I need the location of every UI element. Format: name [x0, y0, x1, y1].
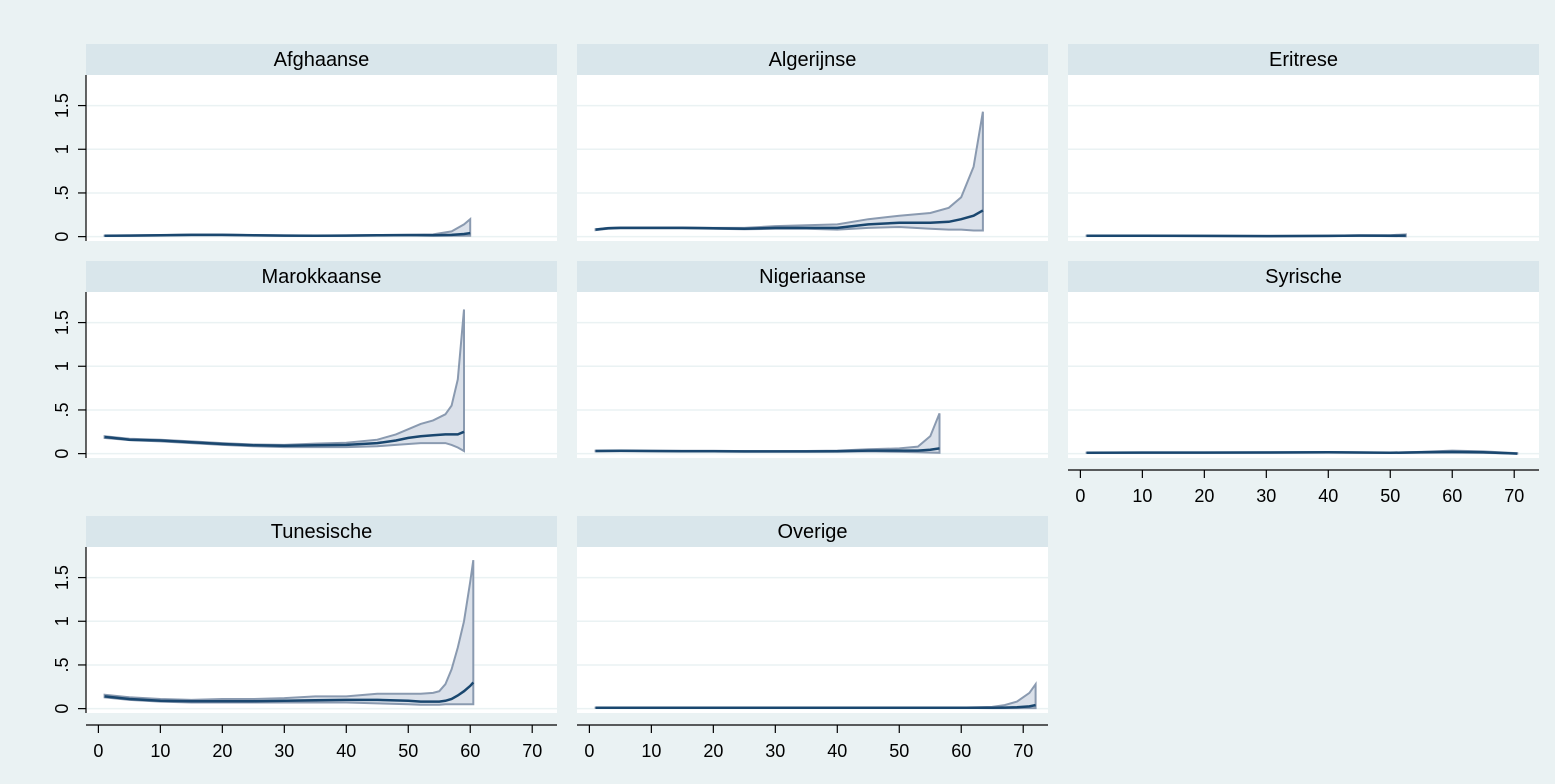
x-tick-label: 10: [1132, 486, 1152, 506]
x-tick-label: 30: [765, 741, 785, 761]
panel-header: [1068, 44, 1539, 75]
y-tick-label: 0: [52, 232, 72, 242]
panel-title: Algerijnse: [769, 49, 857, 71]
y-tick-label: 1: [52, 616, 72, 626]
panel-syrische: Syrische 0 10 20 30 40 50 60 70: [1068, 261, 1539, 506]
estimate-line: [595, 703, 1036, 710]
y-tick-label: 0: [52, 449, 72, 459]
estimate-line: [1086, 234, 1406, 238]
panel-eritrese: Eritrese: [1068, 44, 1539, 241]
x-tick-label: 60: [951, 741, 971, 761]
panel-header: [577, 516, 1048, 547]
y-tick-label: 1.5: [52, 310, 72, 335]
panel-title: Tunesische: [271, 521, 373, 543]
x-tick-label: 60: [460, 741, 480, 761]
x-tick-label: 0: [1075, 486, 1085, 506]
x-tick-label: 60: [1442, 486, 1462, 506]
plot-area: [577, 292, 1048, 458]
panel-afghaanse: Afghaanse 0 .5 1 1.5: [52, 44, 557, 242]
plot-area: [1068, 75, 1539, 241]
x-tick-label: 70: [1504, 486, 1524, 506]
panel-title: Afghaanse: [274, 49, 370, 71]
plot-area: [86, 292, 557, 458]
x-tick-label: 40: [1318, 486, 1338, 506]
y-tick-label: .5: [52, 657, 72, 672]
x-tick-label: 0: [584, 741, 594, 761]
panel-title: Nigeriaanse: [759, 266, 866, 288]
panel-header: [577, 261, 1048, 292]
x-tick-label: 50: [398, 741, 418, 761]
x-tick-label: 20: [703, 741, 723, 761]
panel-algerijnse: Algerijnse: [577, 44, 1048, 241]
panel-header: [1068, 261, 1539, 292]
estimate-line: [104, 430, 465, 448]
x-tick-label: 70: [1013, 741, 1033, 761]
panel-header: [577, 44, 1048, 75]
y-tick-label: .5: [52, 402, 72, 417]
y-tick-label: 1: [52, 361, 72, 371]
estimate-line: [104, 681, 475, 703]
estimate-line: [104, 231, 471, 238]
y-tick-label: 0: [52, 704, 72, 714]
x-tick-label: 40: [827, 741, 847, 761]
estimate-line: [595, 209, 984, 231]
panel-header: [86, 44, 557, 75]
plot-area: [86, 547, 557, 713]
estimate-line: [1086, 450, 1518, 455]
x-tick-label: 20: [212, 741, 232, 761]
panel-header: [86, 261, 557, 292]
panel-header: [86, 516, 557, 547]
x-tick-label: 70: [522, 741, 542, 761]
plot-area: [86, 75, 557, 241]
panel-overige: Overige 0 10 20 30 40 50 60 70: [577, 516, 1048, 761]
y-tick-label: 1: [52, 144, 72, 154]
y-tick-label: 1.5: [52, 93, 72, 118]
panel-title: Syrische: [1265, 266, 1342, 288]
x-tick-label: 20: [1194, 486, 1214, 506]
x-tick-label: 0: [93, 741, 103, 761]
y-tick-label: 1.5: [52, 565, 72, 590]
panel-tunesische: Tunesische 0 .5 1 1.5 0 10 20 30 40 50 60 70: [52, 516, 557, 761]
x-tick-label: 10: [150, 741, 170, 761]
estimate-line: [595, 447, 940, 453]
x-tick-label: 50: [889, 741, 909, 761]
panel-title: Overige: [777, 521, 847, 543]
x-tick-label: 30: [1256, 486, 1276, 506]
x-tick-label: 50: [1380, 486, 1400, 506]
x-tick-label: 40: [336, 741, 356, 761]
plot-area: [577, 547, 1048, 713]
confidence-band: [103, 559, 475, 706]
x-tick-label: 10: [641, 741, 661, 761]
panel-marokkaanse: Marokkaanse 0 .5 1 1.5: [52, 261, 557, 459]
panel-nigeriaanse: Nigeriaanse: [577, 261, 1048, 458]
panel-title: Eritrese: [1269, 49, 1338, 71]
panel-title: Marokkaanse: [261, 266, 381, 288]
plot-area: [1068, 292, 1539, 458]
x-tick-label: 30: [274, 741, 294, 761]
y-tick-label: .5: [52, 185, 72, 200]
